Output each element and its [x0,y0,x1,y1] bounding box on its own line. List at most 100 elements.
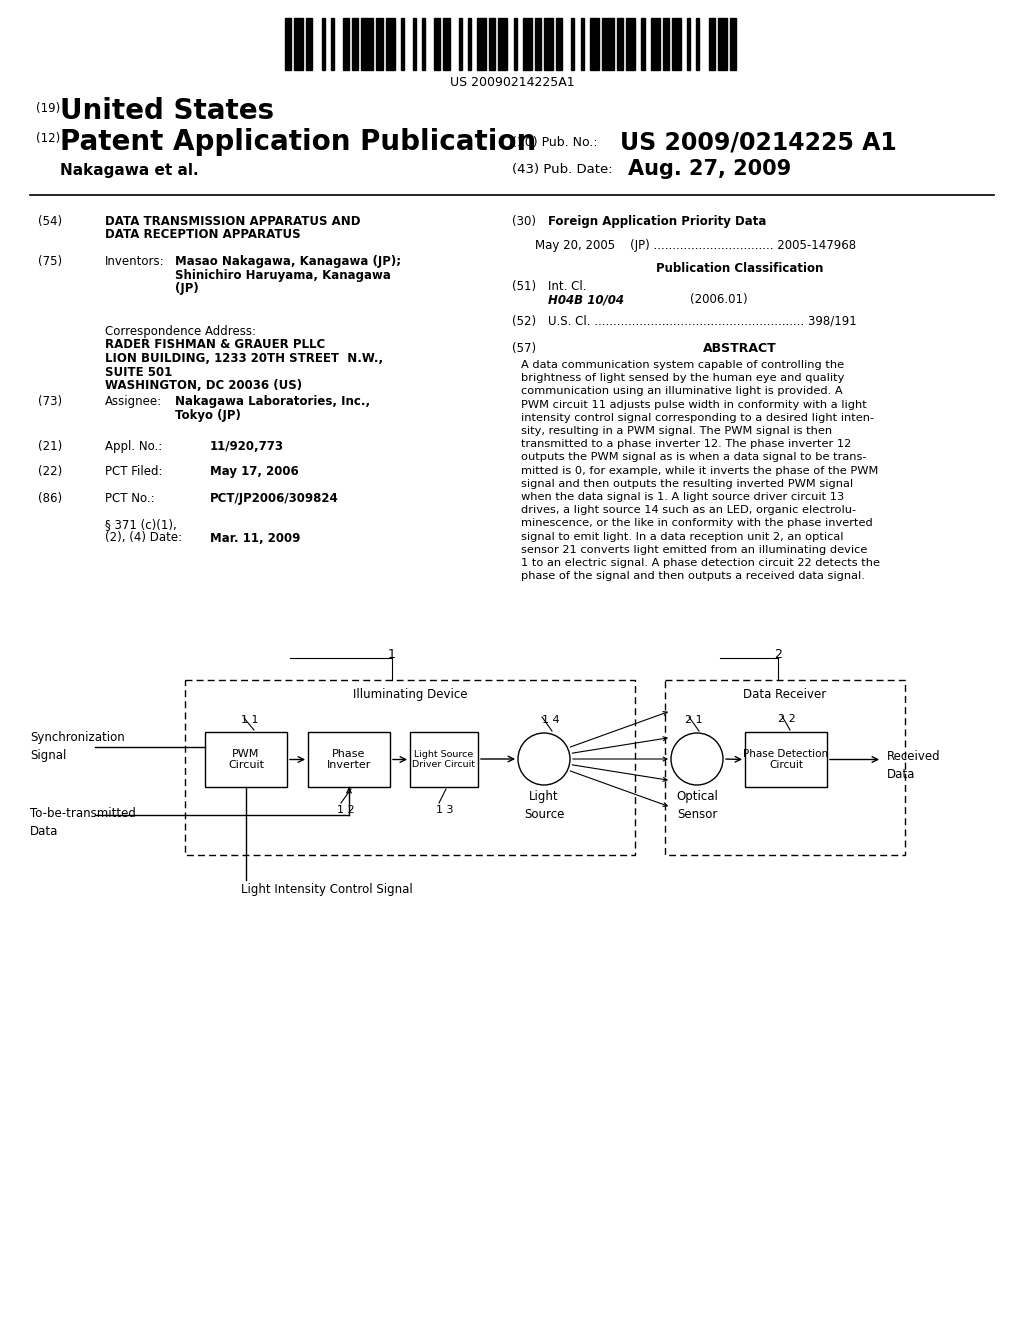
Text: Light Source
Driver Circuit: Light Source Driver Circuit [413,750,475,770]
Text: (51): (51) [512,280,537,293]
Text: To-be-transmitted
Data: To-be-transmitted Data [30,807,136,838]
Text: outputs the PWM signal as is when a data signal to be trans-: outputs the PWM signal as is when a data… [521,453,866,462]
Text: Data Receiver: Data Receiver [743,688,826,701]
Text: 2 2: 2 2 [778,714,796,723]
Text: WASHINGTON, DC 20036 (US): WASHINGTON, DC 20036 (US) [105,379,302,392]
Bar [386,18,394,70]
Text: Mar. 11, 2009: Mar. 11, 2009 [210,532,300,544]
Text: PCT No.:: PCT No.: [105,492,155,506]
Text: PCT/JP2006/309824: PCT/JP2006/309824 [210,492,339,506]
Bar [513,18,516,70]
Text: Int. Cl.: Int. Cl. [548,280,587,293]
Bar [627,18,636,70]
Bar [663,18,669,70]
Text: (54): (54) [38,215,62,228]
Text: 1 3: 1 3 [436,805,454,814]
Text: mitted is 0, for example, while it inverts the phase of the PWM: mitted is 0, for example, while it inver… [521,466,879,475]
Text: SUITE 501: SUITE 501 [105,366,172,379]
Text: 1: 1 [388,648,396,661]
Bar [285,18,291,70]
Text: 2 1: 2 1 [685,715,702,725]
Bar [294,18,303,70]
Bar [422,18,425,70]
Bar [185,680,635,855]
Bar [489,18,496,70]
Bar [499,18,508,70]
Text: Nakagawa Laboratories, Inc.,: Nakagawa Laboratories, Inc., [175,395,370,408]
Text: (10) Pub. No.:: (10) Pub. No.: [512,136,598,149]
Bar [730,18,736,70]
Bar [696,18,699,70]
Text: Publication Classification: Publication Classification [656,261,823,275]
Bar [687,18,690,70]
Text: (19): (19) [36,102,60,115]
Bar [377,18,383,70]
Text: (43) Pub. Date:: (43) Pub. Date: [512,162,612,176]
Bar [556,18,562,70]
Bar [544,18,553,70]
Text: Assignee:: Assignee: [105,395,162,408]
Text: H04B 10/04: H04B 10/04 [548,293,624,306]
Text: PWM
Circuit: PWM Circuit [228,748,264,771]
Text: Light
Source: Light Source [524,789,564,821]
Bar [535,18,541,70]
Text: 1 1: 1 1 [241,715,258,725]
Bar [410,733,478,787]
Text: (57): (57) [512,342,537,355]
Bar [709,18,715,70]
Text: U.S. Cl. ........................................................ 398/191: U.S. Cl. ...............................… [548,315,857,327]
Text: LION BUILDING, 1233 20TH STREET  N.W.,: LION BUILDING, 1233 20TH STREET N.W., [105,352,383,366]
Text: Patent Application Publication: Patent Application Publication [60,128,537,156]
Text: (21): (21) [38,440,62,453]
Text: US 2009/0214225 A1: US 2009/0214225 A1 [620,129,897,154]
Bar [745,733,827,787]
Bar [443,18,450,70]
Text: intensity control signal corresponding to a desired light inten-: intensity control signal corresponding t… [521,413,874,422]
Text: 1 to an electric signal. A phase detection circuit 22 detects the: 1 to an electric signal. A phase detecti… [521,558,880,568]
Bar [434,18,440,70]
Bar [602,18,614,70]
Text: 1 4: 1 4 [542,715,560,725]
Text: (30): (30) [512,215,536,228]
Bar [400,18,403,70]
Bar [361,18,374,70]
Bar [352,18,358,70]
Text: Tokyo (JP): Tokyo (JP) [175,408,241,421]
Text: drives, a light source 14 such as an LED, organic electrolu-: drives, a light source 14 such as an LED… [521,506,856,515]
Text: Synchronization
Signal: Synchronization Signal [30,731,125,763]
Bar [665,680,905,855]
Bar [306,18,312,70]
Text: PCT Filed:: PCT Filed: [105,465,163,478]
Text: Aug. 27, 2009: Aug. 27, 2009 [628,158,792,180]
Bar [459,18,462,70]
Bar [650,18,659,70]
Text: Shinichiro Haruyama, Kanagawa: Shinichiro Haruyama, Kanagawa [175,268,391,281]
Text: (JP): (JP) [175,282,199,294]
Bar [581,18,584,70]
Text: (2006.01): (2006.01) [690,293,748,306]
Text: Appl. No.:: Appl. No.: [105,440,162,453]
Text: sensor 21 converts light emitted from an illuminating device: sensor 21 converts light emitted from an… [521,545,867,554]
Text: signal and then outputs the resulting inverted PWM signal: signal and then outputs the resulting in… [521,479,853,488]
Text: when the data signal is 1. A light source driver circuit 13: when the data signal is 1. A light sourc… [521,492,844,502]
Bar [571,18,574,70]
Text: Correspondence Address:: Correspondence Address: [105,325,256,338]
Text: transmitted to a phase inverter 12. The phase inverter 12: transmitted to a phase inverter 12. The … [521,440,851,449]
Text: Masao Nakagawa, Kanagawa (JP);: Masao Nakagawa, Kanagawa (JP); [175,255,401,268]
Text: Illuminating Device: Illuminating Device [352,688,467,701]
Text: Phase Detection
Circuit: Phase Detection Circuit [743,748,828,771]
Text: ABSTRACT: ABSTRACT [703,342,777,355]
Text: sity, resulting in a PWM signal. The PWM signal is then: sity, resulting in a PWM signal. The PWM… [521,426,833,436]
Text: US 20090214225A1: US 20090214225A1 [450,77,574,88]
Text: communication using an illuminative light is provided. A: communication using an illuminative ligh… [521,387,843,396]
Text: phase of the signal and then outputs a received data signal.: phase of the signal and then outputs a r… [521,572,865,581]
Text: Light Intensity Control Signal: Light Intensity Control Signal [241,883,413,896]
Text: May 20, 2005    (JP) ................................ 2005-147968: May 20, 2005 (JP) ......................… [535,239,856,252]
Text: Optical
Sensor: Optical Sensor [676,789,718,821]
Bar [641,18,644,70]
Bar [413,18,416,70]
Text: (52): (52) [512,315,537,327]
Bar [522,18,531,70]
Text: Nakagawa et al.: Nakagawa et al. [60,162,199,178]
Bar [331,18,334,70]
